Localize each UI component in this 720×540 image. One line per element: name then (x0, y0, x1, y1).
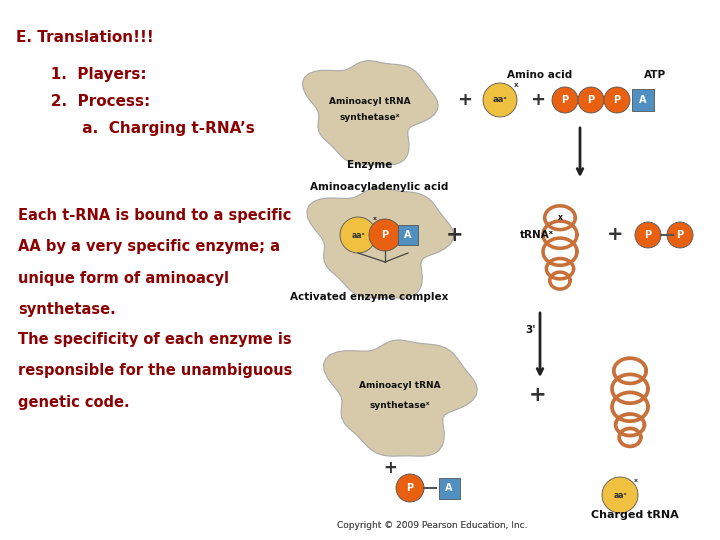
Text: unique form of aminoacyl: unique form of aminoacyl (18, 271, 229, 286)
Circle shape (483, 83, 517, 117)
Text: P: P (382, 230, 389, 240)
Text: +: + (529, 385, 546, 405)
Text: genetic code.: genetic code. (18, 395, 130, 410)
Polygon shape (307, 188, 454, 298)
Text: P: P (613, 95, 621, 105)
Text: aaˣ: aaˣ (492, 96, 508, 105)
Text: P: P (676, 230, 683, 240)
Text: Copyright © 2009 Pearson Education, Inc.: Copyright © 2009 Pearson Education, Inc. (337, 521, 527, 530)
Text: +: + (383, 459, 397, 477)
Text: P: P (588, 95, 595, 105)
Text: +: + (531, 91, 546, 109)
Text: +: + (607, 226, 624, 245)
Polygon shape (302, 60, 438, 165)
Text: synthetase.: synthetase. (18, 302, 116, 317)
Text: Copyright © 2009 Pearson Education, Inc.: Copyright © 2009 Pearson Education, Inc. (337, 521, 527, 530)
Text: responsible for the unambiguous: responsible for the unambiguous (18, 363, 292, 379)
Text: 1.  Players:: 1. Players: (14, 68, 147, 83)
Text: 2.  Process:: 2. Process: (14, 94, 150, 110)
Text: A: A (404, 230, 412, 240)
Circle shape (552, 87, 578, 113)
Text: P: P (644, 230, 652, 240)
FancyBboxPatch shape (438, 477, 459, 498)
Text: Each t-RNA is bound to a specific: Each t-RNA is bound to a specific (18, 208, 292, 223)
Text: synthetaseˣ: synthetaseˣ (370, 401, 431, 409)
Text: aaˣ: aaˣ (613, 490, 627, 500)
Text: Enzyme: Enzyme (347, 160, 392, 170)
Text: Aminoacyl tRNA: Aminoacyl tRNA (329, 98, 411, 106)
Text: 3': 3' (525, 325, 536, 335)
Text: a.  Charging t-RNA’s: a. Charging t-RNA’s (14, 122, 255, 137)
Circle shape (396, 474, 424, 502)
Circle shape (602, 477, 638, 513)
Text: Aminoacyl tRNA: Aminoacyl tRNA (359, 381, 441, 389)
Polygon shape (323, 340, 477, 456)
Text: A: A (639, 95, 647, 105)
Text: x: x (634, 478, 638, 483)
Text: Aminoacyladenylic acid: Aminoacyladenylic acid (310, 182, 449, 192)
Text: ATP: ATP (644, 70, 666, 80)
FancyBboxPatch shape (398, 225, 418, 245)
Text: tRNAˣ: tRNAˣ (520, 230, 554, 240)
Text: x: x (514, 82, 518, 88)
Text: synthetaseˣ: synthetaseˣ (340, 113, 400, 123)
Text: Activated enzyme complex: Activated enzyme complex (290, 292, 449, 302)
Circle shape (578, 87, 604, 113)
Text: Amino acid: Amino acid (508, 70, 572, 80)
Circle shape (340, 217, 376, 253)
FancyBboxPatch shape (632, 89, 654, 111)
Text: P: P (562, 95, 569, 105)
Text: +: + (457, 91, 472, 109)
Circle shape (667, 222, 693, 248)
Text: Charged tRNA: Charged tRNA (591, 510, 679, 520)
Text: aaˣ: aaˣ (351, 231, 365, 240)
Text: E. Translation!!!: E. Translation!!! (16, 30, 153, 45)
Text: AA by a very specific enzyme; a: AA by a very specific enzyme; a (18, 239, 280, 254)
Text: +: + (446, 225, 464, 245)
Text: A: A (445, 483, 453, 493)
Circle shape (369, 219, 401, 251)
Text: The specificity of each enzyme is: The specificity of each enzyme is (18, 332, 292, 347)
Circle shape (604, 87, 630, 113)
Text: x: x (558, 213, 563, 222)
Circle shape (635, 222, 661, 248)
Text: P: P (406, 483, 413, 493)
Text: x: x (373, 216, 377, 221)
